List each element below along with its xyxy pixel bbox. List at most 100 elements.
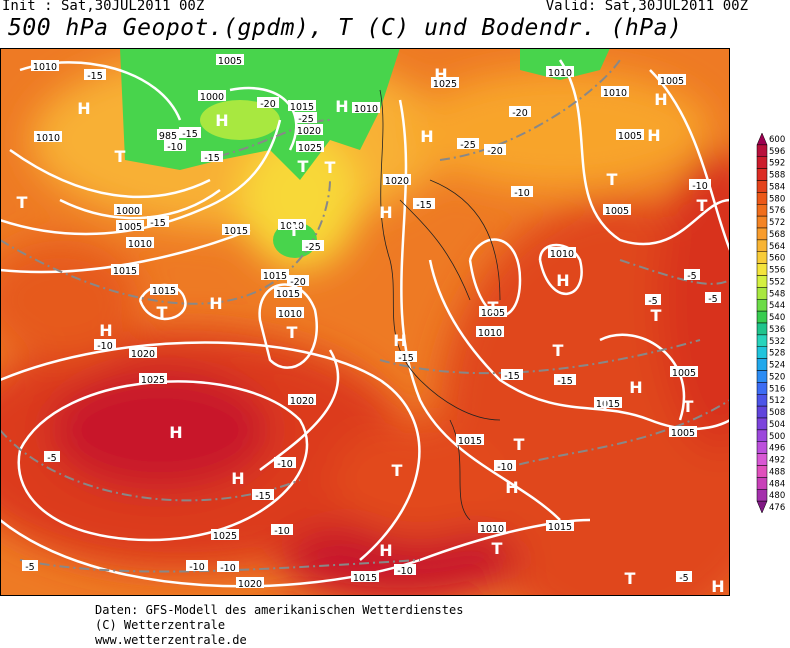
pressure-symbol: T (514, 435, 525, 454)
pressure-symbol: T (287, 323, 298, 342)
isobar-label-box (394, 564, 416, 575)
colorbar-swatch (756, 215, 768, 229)
colorbar-label: 540 (769, 313, 785, 323)
pressure-symbol: H (505, 478, 518, 497)
isobar-label-box (94, 339, 116, 350)
isobar-label: 1010 (33, 62, 57, 73)
colorbar-swatch (756, 441, 768, 454)
pressure-symbol: H (654, 90, 667, 109)
isobar-label-box (34, 131, 62, 142)
colorbar-label: 492 (769, 456, 785, 466)
isobar-label-box (288, 394, 316, 405)
map-title: 500 hPa Geopot.(gpdm), T (C) und Bodendr… (8, 15, 683, 41)
isobar-label: -15 (416, 200, 432, 211)
isobar-label: 1000 (200, 92, 224, 103)
isobar-label: 1005 (672, 368, 696, 379)
colorbar-swatch (756, 156, 768, 169)
colorbar-label: 596 (769, 147, 785, 157)
isobar-label: 1015 (263, 271, 287, 282)
isobar-label: 1020 (131, 349, 155, 360)
isobar-label-box (274, 457, 296, 468)
isobar-label: -25 (305, 242, 321, 253)
isobar-label-box (603, 204, 631, 215)
isobar-label: 1015 (353, 573, 377, 584)
isobar-label-box (601, 86, 629, 97)
pressure-symbol: T (697, 196, 708, 215)
colorbar-label: 552 (769, 277, 785, 287)
pressure-symbol: H (215, 111, 228, 130)
isobar-label-box (689, 179, 711, 190)
valid-time: Valid: Sat,30JUL2011 00Z (545, 0, 748, 14)
colorbar-swatch (756, 239, 768, 252)
pressure-symbol: T (392, 461, 403, 480)
colorbar-swatch (756, 132, 768, 146)
colorbar-swatch (756, 263, 768, 276)
colorbar-swatch (756, 227, 768, 241)
isobar-label-box (546, 66, 574, 77)
colorbar-label: 576 (769, 206, 785, 216)
footer-url: www.wetterzentrale.de (95, 633, 247, 647)
isobar-label-box (383, 174, 411, 185)
isobar-label: -10 (497, 462, 513, 473)
colorbar-swatch (756, 489, 768, 502)
isobar-label-box (84, 69, 106, 80)
isobar-label-box (295, 124, 323, 135)
isobar-label: -10 (97, 341, 113, 352)
isobar-label-box (478, 522, 506, 533)
isobar-label: -5 (648, 296, 657, 307)
isobar-label-box (546, 520, 574, 531)
isobar-label: -15 (255, 491, 271, 502)
init-time: Init : Sat,30JUL2011 00Z (2, 0, 205, 14)
isobar-label: 1020 (238, 579, 262, 590)
colorbar-label: 556 (769, 266, 785, 276)
pressure-symbol: T (651, 306, 662, 325)
isobar-label: 1015 (290, 102, 314, 113)
isobar-label: -15 (182, 129, 198, 140)
pressure-symbol: T (488, 298, 499, 317)
colorbar-swatch (756, 394, 768, 407)
isobar-label-box (217, 561, 239, 572)
colorbar-label: 564 (769, 242, 785, 252)
isobar-label-box (147, 216, 169, 227)
isobar-label-box (484, 144, 506, 155)
isobar-label-box (594, 397, 622, 408)
isobar-label-box (22, 560, 38, 571)
pressure-symbol: H (711, 577, 724, 596)
isobar-label-box (669, 426, 697, 437)
isobar-label: -5 (708, 294, 717, 305)
isobar-label-box (554, 374, 576, 385)
colorbar-swatch (756, 204, 768, 217)
isobar-label-box (198, 90, 226, 101)
colorbar-label: 496 (769, 444, 785, 454)
isobar-label: 1010 (128, 239, 152, 250)
isobar-label: 1010 (550, 249, 574, 260)
colorbar-swatch (756, 500, 768, 514)
colorbar-swatch (756, 287, 768, 300)
isobar-label-box (511, 186, 533, 197)
isobar-label: -10 (397, 566, 413, 577)
colorbar-label: 584 (769, 182, 785, 192)
isobar-label: -10 (514, 188, 530, 199)
footer-copyright: (C) Wetterzentrale (95, 618, 226, 632)
colorbar-swatch (756, 334, 768, 347)
colorbar-label: 516 (769, 384, 785, 394)
isobar-label-box (548, 247, 576, 258)
isobar-label-box (676, 571, 692, 582)
isobar-label-box (278, 219, 306, 230)
colorbar-label: 524 (769, 361, 785, 371)
colorbar-label: 528 (769, 349, 785, 359)
map-frame (0, 48, 730, 596)
isobar-label: 1010 (280, 221, 304, 232)
isobar-label: 1020 (385, 176, 409, 187)
colorbar-swatch (756, 251, 768, 264)
isobar-label-box (670, 366, 698, 377)
pressure-symbol: H (231, 469, 244, 488)
pressure-symbol: T (157, 303, 168, 322)
isobar-label: -25 (460, 140, 476, 151)
isobar-label-box (684, 269, 700, 280)
colorbar-label: 520 (769, 372, 785, 382)
colorbar-swatch (756, 180, 768, 193)
isobar-label-box (252, 489, 274, 500)
isobar-label: -5 (679, 573, 688, 584)
